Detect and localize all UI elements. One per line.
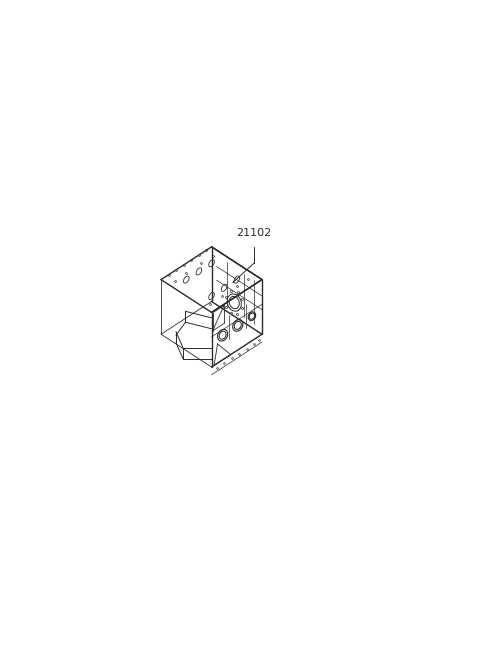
Text: 21102: 21102	[237, 228, 272, 238]
